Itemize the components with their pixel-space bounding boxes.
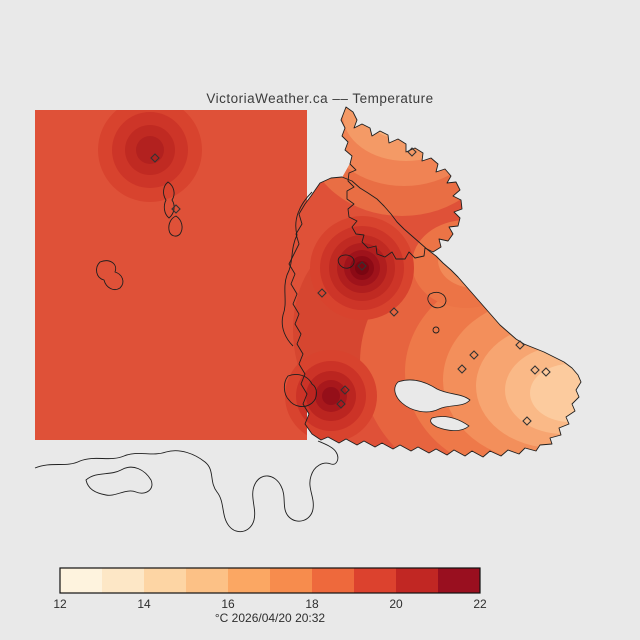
contour-band xyxy=(355,261,369,275)
lake-outline xyxy=(432,326,440,334)
lakes xyxy=(96,181,447,407)
colorbar-tick-label: 12 xyxy=(53,597,67,611)
lake-outline xyxy=(427,291,447,309)
warm-core-lower xyxy=(285,350,377,442)
station-marker-icon xyxy=(457,364,467,374)
colorbar-segment xyxy=(228,568,270,593)
colorbar-segments xyxy=(60,568,480,593)
colorbar: 12 14 16 18 20 22 xyxy=(53,567,487,611)
station-marker-icon xyxy=(515,340,525,350)
station-marker-icon xyxy=(340,385,350,395)
colorbar-segment xyxy=(144,568,186,593)
sea-channel xyxy=(430,416,470,432)
contour-band xyxy=(530,364,581,422)
lake-outline xyxy=(163,181,175,219)
page-title: VictoriaWeather.ca –– Temperature xyxy=(206,91,433,106)
contour-band xyxy=(136,136,164,164)
warm-core-upper-left xyxy=(98,107,202,202)
lake-outline xyxy=(96,260,124,291)
colorbar-tick-label: 20 xyxy=(389,597,403,611)
colorbar-tick-label: 22 xyxy=(473,597,487,611)
station-marker-icon xyxy=(150,153,160,163)
station-marker-icon xyxy=(541,367,551,377)
island-coastline xyxy=(340,106,463,260)
colorbar-segment xyxy=(270,568,312,593)
south-shore-coastline xyxy=(34,440,339,533)
station-markers xyxy=(150,147,551,426)
colorbar-tick-label: 18 xyxy=(305,597,319,611)
colorbar-segment xyxy=(312,568,354,593)
colorbar-segment xyxy=(102,568,144,593)
coastlines xyxy=(34,106,582,533)
station-marker-icon xyxy=(171,204,181,214)
timestamp-label: °C 2026/04/20 20:32 xyxy=(215,611,326,625)
colorbar-tick-label: 14 xyxy=(137,597,151,611)
station-marker-icon xyxy=(522,416,532,426)
lake-outline xyxy=(337,254,355,269)
inlet-coastline xyxy=(281,191,313,347)
station-marker-icon xyxy=(407,147,417,157)
warm-core-centre xyxy=(310,216,414,320)
lake-outline xyxy=(283,373,317,407)
station-marker-icon xyxy=(357,261,367,271)
sea-channel xyxy=(394,379,471,413)
colorbar-segment xyxy=(354,568,396,593)
lagoon-coastline xyxy=(85,466,153,496)
colorbar-segment xyxy=(186,568,228,593)
station-marker-icon xyxy=(389,307,399,317)
station-marker-icon xyxy=(469,350,479,360)
station-marker-icon xyxy=(530,365,540,375)
station-marker-icon xyxy=(317,288,327,298)
lake-outline xyxy=(168,215,183,237)
colorbar-segment xyxy=(60,568,102,593)
contour-band xyxy=(322,387,340,405)
sea-channels xyxy=(394,379,471,432)
colorbar-segment xyxy=(396,568,438,593)
mainland-coastline xyxy=(288,176,582,458)
station-marker-icon xyxy=(336,399,346,409)
colorbar-tick-label: 16 xyxy=(221,597,235,611)
colorbar-segment xyxy=(438,568,480,593)
colorbar-border xyxy=(59,567,481,594)
